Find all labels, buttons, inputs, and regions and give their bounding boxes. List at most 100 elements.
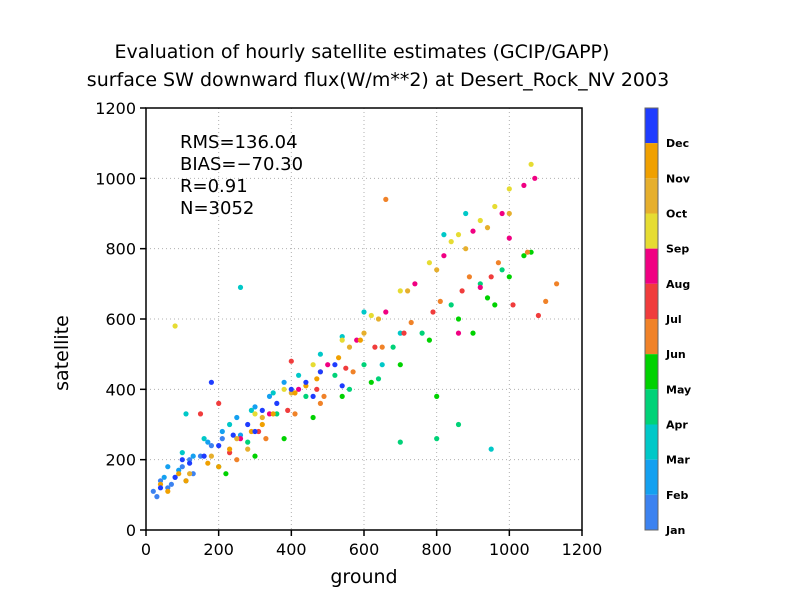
data-point-oct [434,267,440,273]
colorbar-swatch [645,494,658,530]
data-point-dec [252,428,258,435]
data-point-jul [459,288,465,294]
data-point-may [521,253,527,259]
data-point-aug [325,362,331,368]
data-point-dec [179,457,185,463]
colorbar-swatch [645,108,658,144]
data-point-jun [379,344,385,350]
data-point-oct [346,344,353,350]
data-point-sep [339,337,345,343]
data-point-may [281,436,287,442]
x-tick-label: 200 [203,540,234,559]
data-point-aug [296,386,302,392]
data-point-dec [201,453,207,459]
data-point-dec [288,386,294,392]
data-point-mar [463,210,469,217]
data-point-nov [165,488,171,494]
data-point-may [339,393,345,399]
data-point-jun [466,274,472,280]
x-tick-label: 800 [421,540,452,559]
data-point-may [470,330,476,336]
data-point-aug [532,175,538,181]
data-point-may [434,393,440,399]
data-point-mar [237,284,244,290]
colorbar-label: Nov [666,172,691,185]
data-point-jan [154,494,160,500]
colorbar-swatch [645,354,658,390]
data-point-jul [256,428,262,435]
data-point-apr [397,439,403,445]
data-point-may [223,471,229,477]
colorbar-swatch [645,424,658,460]
data-point-mar [317,351,323,357]
data-point-jan [168,481,174,487]
data-point-aug [521,182,527,188]
colorbar-label: May [666,383,691,396]
data-point-aug [499,210,505,217]
data-point-apr [245,439,251,445]
data-point-jun [350,369,356,375]
data-point-mar [361,309,367,315]
colorbar-label: Mar [666,454,690,467]
colorbar-swatch [645,319,658,355]
data-point-nov [227,446,233,452]
x-tick-label: 0 [141,540,151,559]
data-point-oct [405,288,411,294]
data-point-mar [201,436,207,442]
stat-r: R=0.91 [180,176,248,197]
data-point-dec [172,474,178,480]
data-point-jul [285,407,291,413]
data-point-aug [455,330,462,336]
colorbar-label: Apr [666,419,688,432]
data-point-sep [506,186,512,192]
colorbar-legend: Dec Nov Oct Sep Aug Jul Jun May Apr Mar Feb Jan [644,107,691,537]
data-point-dec [245,421,251,428]
data-point-jul [343,365,349,371]
colorbar-swatch [645,389,658,425]
data-point-jul [401,330,407,336]
data-point-jun [524,249,531,255]
data-point-feb [205,439,211,445]
data-point-may [484,295,491,301]
data-point-jun [321,393,327,399]
x-tick-label: 600 [349,540,380,559]
colorbar-label: Oct [666,208,687,221]
data-point-oct [484,225,491,231]
data-point-feb [161,474,167,480]
data-point-feb [234,414,240,421]
colorbar-swatch [645,178,658,214]
data-point-nov [205,460,211,466]
data-point-apr [448,302,454,308]
data-point-nov [183,478,189,484]
colorbar-frame [644,107,659,531]
data-point-nov [270,411,276,417]
data-point-apr [455,421,462,428]
data-point-nov [176,471,182,477]
data-point-dec [216,443,222,449]
data-point-sep [448,239,454,245]
data-point-sep [426,260,432,266]
data-point-may [397,362,403,368]
colorbar-label: Jul [665,313,682,326]
chart-title-line2: surface SW downward flux(W/m**2) at Dese… [87,69,669,91]
colorbar-swatch [645,248,658,284]
data-point-jun [408,319,414,326]
data-point-jul [216,400,222,406]
colorbar-label: Feb [666,489,689,502]
data-point-mar [270,390,276,396]
data-point-oct [506,210,512,217]
data-point-feb [266,393,273,399]
colorbar-swatch [645,459,658,495]
x-tick-label: 1000 [489,540,530,559]
data-point-sep [368,312,374,319]
data-point-dec [317,369,323,375]
data-point-apr [419,330,425,336]
y-tick-label: 1000 [95,169,136,188]
x-axis-label: ground [330,566,397,588]
data-point-may [368,379,374,385]
data-point-oct [361,330,367,336]
chart-title-line1: Evaluation of hourly satellite estimates… [115,41,610,63]
grid-lines [146,108,582,530]
data-point-jul [488,274,494,280]
